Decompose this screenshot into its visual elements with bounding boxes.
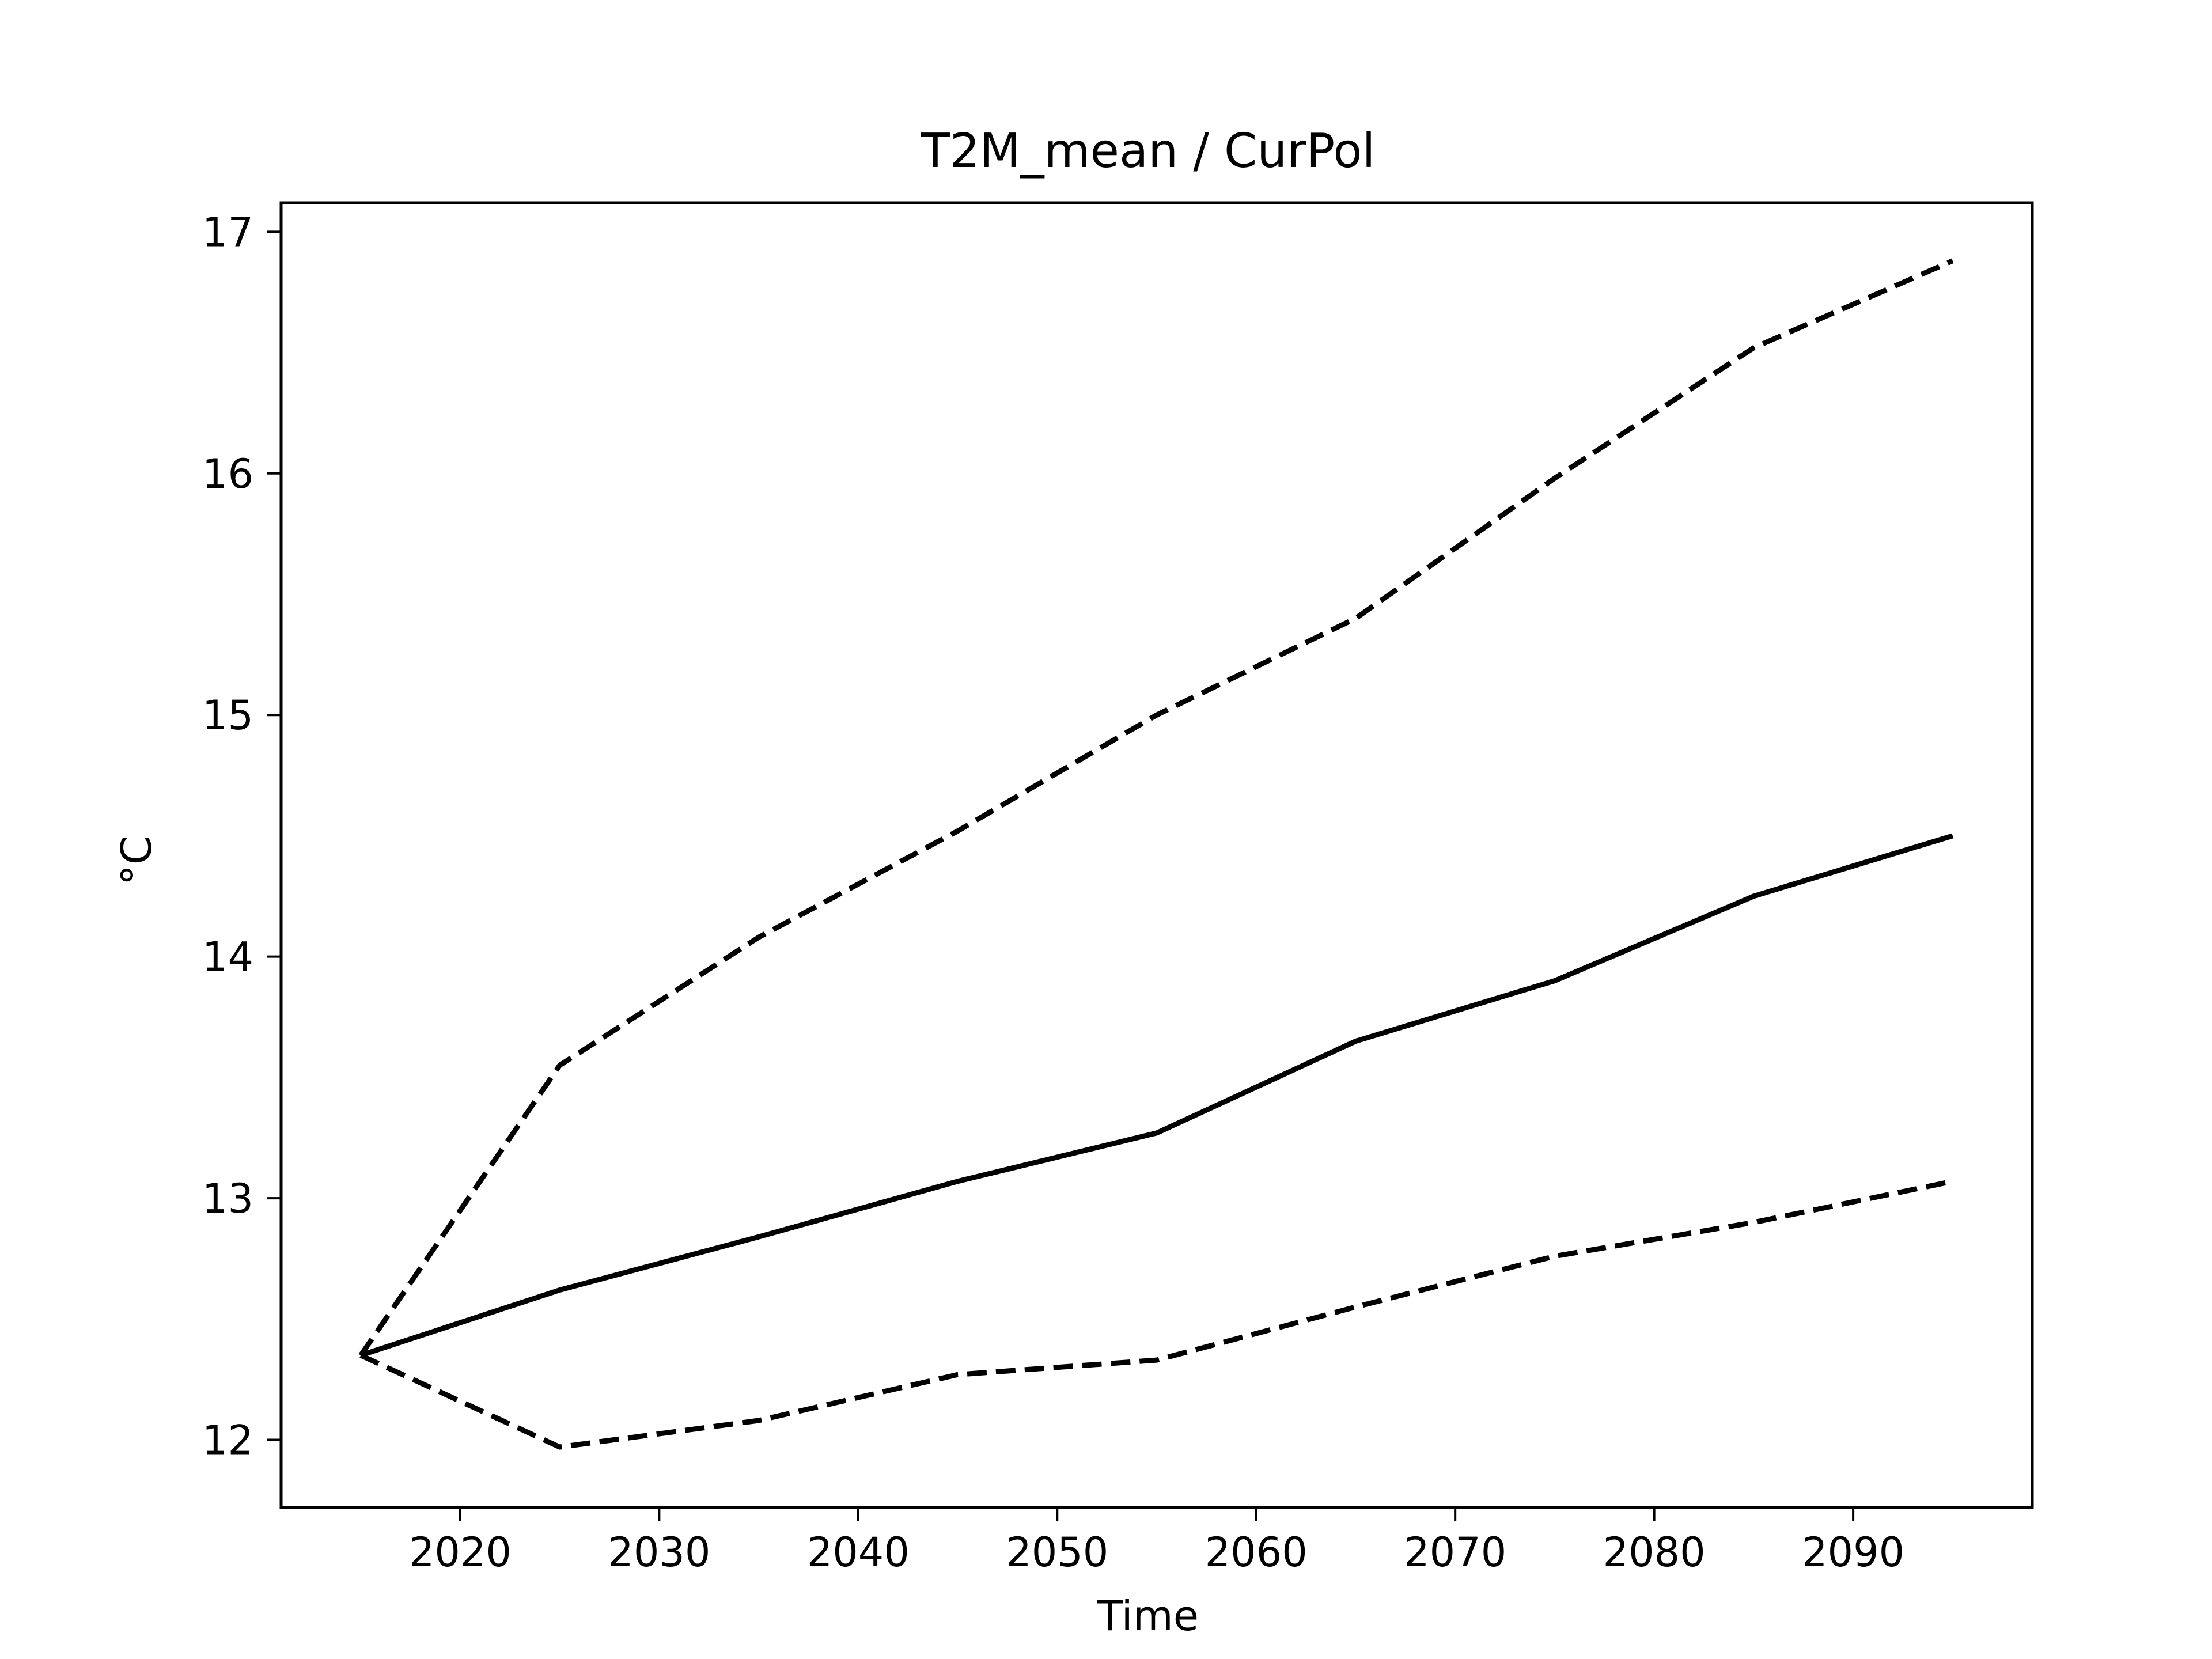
x-tick-label: 2090 — [1802, 1529, 1904, 1576]
series-line-0 — [359, 833, 1954, 1358]
x-tick-label: 2050 — [1006, 1529, 1108, 1576]
x-tick-label: 2060 — [1205, 1529, 1308, 1576]
series-layer — [358, 258, 1954, 1450]
x-tick-label: 2040 — [807, 1529, 910, 1576]
plot-frame — [279, 201, 2034, 1509]
plot-area — [279, 201, 2034, 1509]
y-tick-label: 16 — [202, 450, 253, 498]
y-axis-label: °C — [112, 836, 161, 885]
y-tick-label: 17 — [202, 209, 253, 256]
y-tick-label: 12 — [202, 1417, 253, 1464]
y-tick-label: 13 — [202, 1175, 253, 1222]
y-tick-label: 15 — [202, 692, 253, 739]
series-line-2 — [359, 1179, 1953, 1450]
chart-title: T2M_mean / CurPol — [921, 124, 1376, 179]
y-tick-label: 14 — [202, 934, 253, 981]
x-axis: 2020 2030 2040 2050 2060 2070 2080 2090 — [409, 1508, 1904, 1576]
y-axis: 12 13 14 15 16 17 — [202, 209, 281, 1464]
x-tick-label: 2020 — [409, 1529, 512, 1576]
x-axis-label: Time — [1097, 1592, 1199, 1640]
series-line-1 — [358, 258, 1954, 1357]
x-tick-label: 2080 — [1603, 1529, 1706, 1576]
x-tick-label: 2030 — [608, 1529, 710, 1576]
x-tick-label: 2070 — [1404, 1529, 1506, 1576]
